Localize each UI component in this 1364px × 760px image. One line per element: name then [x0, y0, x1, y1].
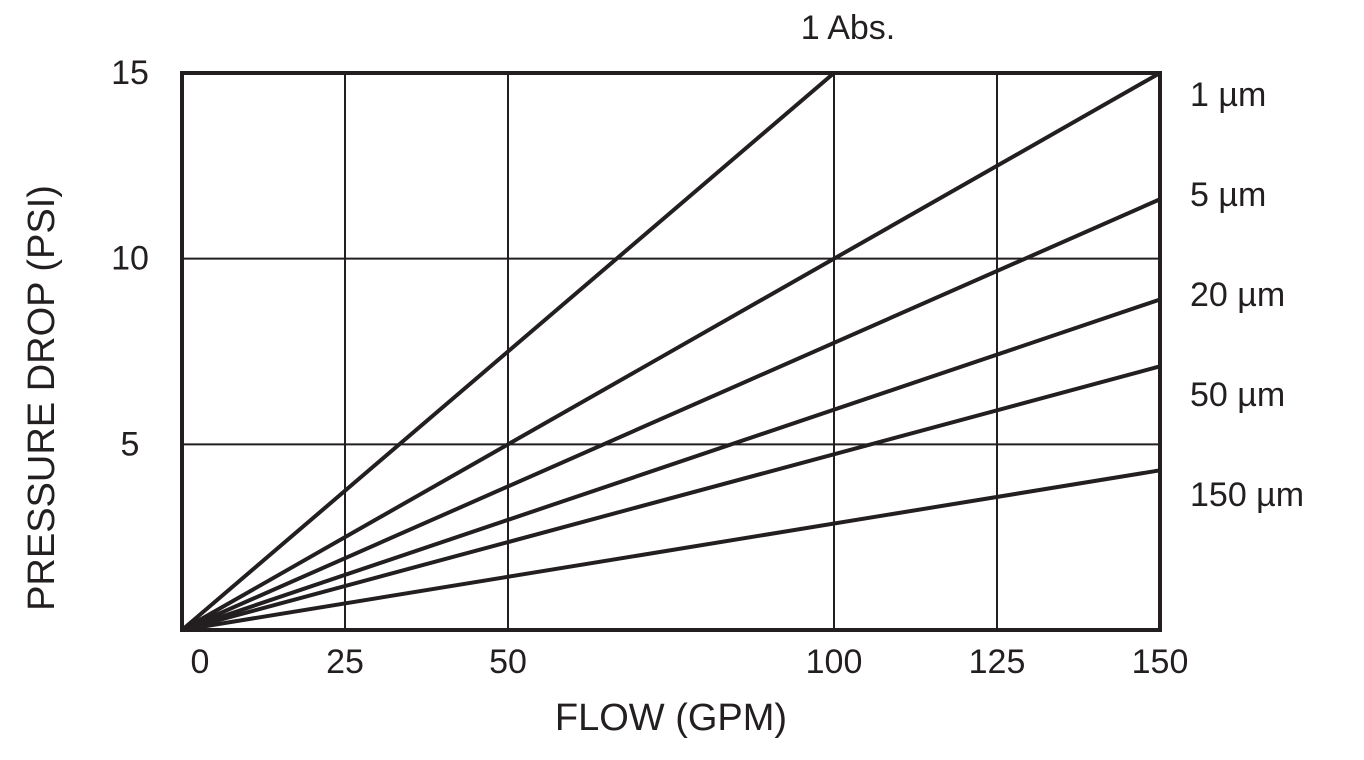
series-line	[181, 364, 1161, 632]
series-line	[181, 71, 1161, 632]
x-tick-label: 25	[326, 643, 364, 681]
x-tick-label: 50	[489, 643, 527, 681]
y-axis-title: PRESSURE DROP (PSI)	[21, 185, 63, 611]
y-tick-label: 15	[111, 54, 149, 92]
series-label: 150 µm	[1190, 476, 1304, 514]
series-line	[181, 468, 1161, 632]
series-line	[180, 71, 836, 632]
series-label: 20 µm	[1190, 276, 1285, 314]
x-axis-title: FLOW (GPM)	[555, 697, 787, 739]
x-tick-label: 125	[969, 643, 1026, 681]
y-tick-label: 5	[121, 425, 140, 463]
y-tick-label: 10	[111, 240, 149, 278]
plot-frame	[180, 71, 1162, 632]
x-tick-label: 100	[806, 643, 863, 681]
series-line	[181, 297, 1161, 632]
series-label: 5 µm	[1190, 176, 1266, 214]
series-label: 1 Abs.	[801, 9, 896, 47]
x-tick-label: 150	[1132, 643, 1189, 681]
series-label: 1 µm	[1190, 76, 1266, 114]
x-tick-label: 0	[191, 643, 210, 681]
series-label: 50 µm	[1190, 376, 1285, 414]
series-line	[181, 197, 1161, 632]
